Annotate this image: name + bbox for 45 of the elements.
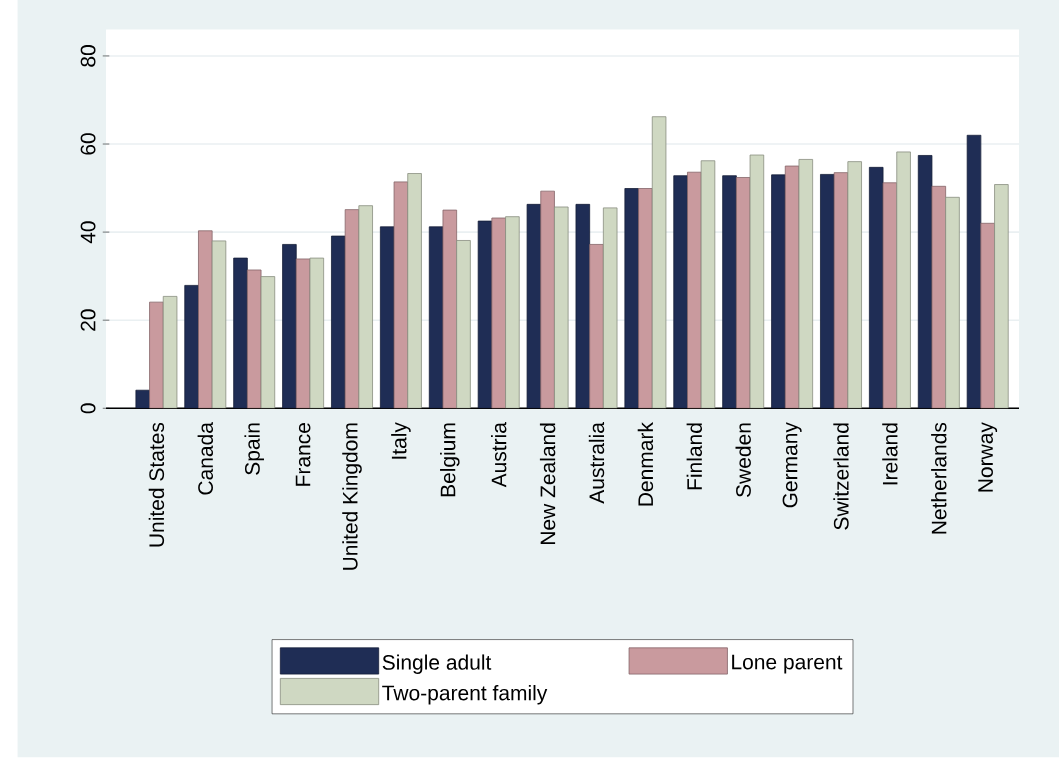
bar xyxy=(687,172,702,409)
x-tick-label: Australia xyxy=(588,422,605,504)
bar xyxy=(994,184,1009,409)
bar xyxy=(896,151,911,409)
x-tick-label: Switzerland xyxy=(833,423,849,530)
y-tick-label: 20 xyxy=(80,309,96,332)
x-tick-label: New Zealand xyxy=(539,423,556,545)
bar xyxy=(820,174,835,409)
y-tick-label: 40 xyxy=(80,221,96,244)
x-tick-label: Netherlands xyxy=(931,423,947,534)
x-tick-label: France xyxy=(295,423,311,486)
bar xyxy=(673,175,688,409)
x-tick-label: Ireland xyxy=(882,423,898,485)
y-tick-label: 0 xyxy=(80,403,96,414)
y-tick-label: 80 xyxy=(80,45,96,67)
x-tick-label: Denmark xyxy=(637,422,654,506)
bar xyxy=(722,175,737,409)
x-tick-label: Canada xyxy=(197,422,214,495)
bar xyxy=(149,301,164,409)
bar xyxy=(540,190,555,409)
bar xyxy=(589,244,604,409)
x-tick-label: United States xyxy=(148,423,165,547)
bar xyxy=(456,240,471,409)
bar xyxy=(771,174,786,409)
bar xyxy=(945,197,960,409)
x-tick-label: Italy xyxy=(391,422,411,459)
x-tick-label: Austria xyxy=(491,422,507,488)
x-tick-label: United Kingdom xyxy=(342,423,362,571)
bar xyxy=(407,173,422,409)
legend-label: Lone parent xyxy=(732,655,843,674)
bar xyxy=(282,244,297,409)
bar xyxy=(638,188,653,409)
x-tick-label: Finland xyxy=(686,423,703,490)
bar xyxy=(233,257,248,409)
x-tick-label: Belgium xyxy=(440,423,460,497)
bar xyxy=(505,216,520,409)
bar xyxy=(331,235,346,409)
legend-label: Two-parent family xyxy=(382,685,548,705)
x-tick-label: Sweden xyxy=(735,423,751,498)
x-tick-label: Norway xyxy=(978,422,998,492)
x-tick-label: Spain xyxy=(244,423,264,476)
x-tick-label: Germany xyxy=(782,422,802,508)
y-tick-label: 60 xyxy=(80,133,96,155)
legend-label: Single adult xyxy=(382,654,492,675)
bar xyxy=(184,285,199,409)
